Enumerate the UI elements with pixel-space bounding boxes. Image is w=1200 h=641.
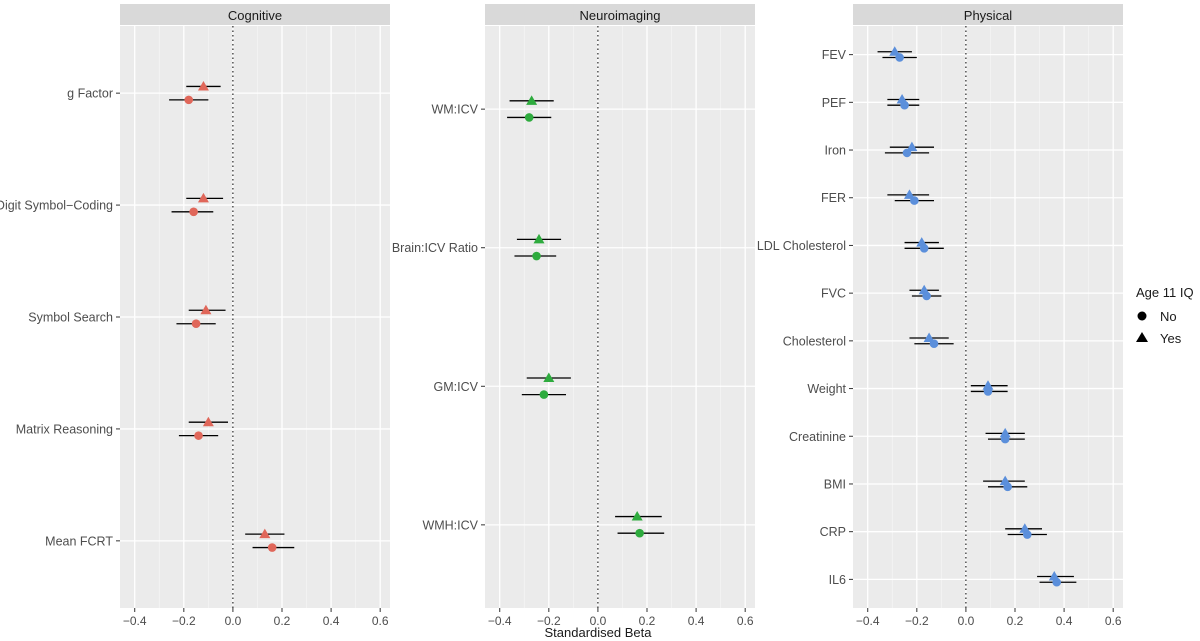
y-tick-label: FEV xyxy=(822,48,847,62)
y-tick-label: WMH:ICV xyxy=(422,518,478,532)
estimate-circle-no xyxy=(1003,482,1012,492)
estimate-circle-no xyxy=(1000,434,1010,444)
y-tick-label: IL6 xyxy=(829,573,846,587)
panel-strip xyxy=(485,4,755,25)
estimate-triangle-yes xyxy=(999,427,1011,438)
y-tick-label: Mean FCRT xyxy=(45,534,113,548)
y-tick-label: Creatinine xyxy=(789,430,846,444)
y-tick-label: WM:ICV xyxy=(431,103,478,117)
x-tick-label: 0.6 xyxy=(372,614,389,628)
x-tick-label: 0.2 xyxy=(639,614,656,628)
y-tick-label: FVC xyxy=(821,287,846,301)
y-tick-label: CRP xyxy=(820,525,846,539)
x-tick-label: 0.0 xyxy=(590,614,607,628)
y-tick-label: Iron xyxy=(824,144,846,158)
panel-strip-title: Cognitive xyxy=(228,8,282,23)
y-tick-label: GM:ICV xyxy=(434,380,479,394)
estimate-triangle-yes xyxy=(889,46,901,56)
x-tick-label: −0.2 xyxy=(905,614,929,628)
x-tick-label: −0.4 xyxy=(856,614,880,628)
estimate-triangle-yes xyxy=(200,304,212,315)
x-tick-label: 0.6 xyxy=(737,614,754,628)
estimate-circle-no xyxy=(910,196,919,205)
y-tick-label: Cholesterol xyxy=(783,334,846,348)
estimate-triangle-yes xyxy=(197,192,209,203)
estimate-circle-no xyxy=(983,387,993,396)
estimate-triangle-yes xyxy=(543,372,555,382)
panel-strip-title: Neuroimaging xyxy=(580,8,661,23)
estimate-circle-no xyxy=(532,251,541,261)
y-tick-label: g Factor xyxy=(67,87,113,101)
y-tick-label: Symbol Search xyxy=(28,311,113,325)
estimate-triangle-yes xyxy=(533,233,545,244)
y-tick-label: Weight xyxy=(807,382,846,396)
x-tick-label: 0.6 xyxy=(1105,614,1122,628)
panel-cognitive: Cognitive −0.4 −0.2 0.0 0.2 0.4 0.6 g Factor Dig… xyxy=(0,4,390,628)
panel-strip xyxy=(120,4,390,25)
y-tick-label: BMI xyxy=(824,477,846,491)
x-tick-label: 0.4 xyxy=(688,614,705,628)
estimate-circle-no xyxy=(184,95,194,105)
x-tick-label: 0.4 xyxy=(323,614,340,628)
estimate-circle-no xyxy=(194,431,203,440)
legend-label-no: No xyxy=(1160,309,1177,324)
panel-strip-title: Physical xyxy=(964,8,1013,23)
estimate-circle-no xyxy=(267,543,277,552)
legend-label-yes: Yes xyxy=(1160,331,1182,346)
x-tick-label: −0.2 xyxy=(537,614,561,628)
estimate-circle-no xyxy=(929,339,939,349)
legend-key-circle xyxy=(1137,311,1147,321)
panel-background xyxy=(853,26,1123,608)
estimate-circle-no xyxy=(902,148,912,158)
y-tick-label: Matrix Reasoning xyxy=(16,422,113,436)
x-tick-label: −0.2 xyxy=(172,614,196,628)
estimate-circle-no xyxy=(895,53,904,62)
legend-key-triangle xyxy=(1136,332,1148,342)
estimate-circle-no xyxy=(900,100,909,110)
estimate-circle-no xyxy=(191,319,201,329)
estimate-circle-no xyxy=(539,390,549,399)
x-tick-label: 0.2 xyxy=(274,614,291,628)
estimate-circle-no xyxy=(919,244,929,253)
estimate-triangle-yes xyxy=(259,528,271,539)
y-tick-label: LDL Cholesterol xyxy=(757,239,846,253)
estimate-triangle-yes xyxy=(923,332,935,342)
estimate-circle-no xyxy=(1052,577,1062,587)
estimate-triangle-yes xyxy=(202,416,214,427)
y-tick-label: FER xyxy=(821,191,846,205)
x-tick-label: 0.2 xyxy=(1007,614,1024,628)
estimate-triangle-yes xyxy=(526,95,538,105)
estimate-circle-no xyxy=(922,291,931,301)
panel-background xyxy=(485,26,755,608)
legend: Age 11 IQ No Yes xyxy=(1136,285,1194,346)
estimate-triangle-yes xyxy=(903,189,915,199)
x-axis-title: Standardised Beta xyxy=(545,625,653,640)
y-tick-label: Brain:ICV Ratio xyxy=(392,241,478,255)
estimate-circle-no xyxy=(635,528,644,538)
x-tick-label: −0.4 xyxy=(123,614,147,628)
x-tick-label: 0.4 xyxy=(1056,614,1073,628)
estimate-circle-no xyxy=(1022,530,1032,539)
x-tick-label: −0.4 xyxy=(488,614,512,628)
panel-physical: Physical −0.4 −0.2 0.0 0.2 0.4 0.6 FEV PEF Iron FE… xyxy=(757,4,1123,628)
x-tick-label: 0.0 xyxy=(225,614,242,628)
estimate-triangle-yes xyxy=(631,511,643,521)
estimate-triangle-yes xyxy=(906,141,918,152)
panel-strip xyxy=(853,4,1123,25)
estimate-circle-no xyxy=(524,113,534,122)
x-tick-label: 0.0 xyxy=(958,614,975,628)
estimate-triangle-yes xyxy=(197,80,209,91)
estimate-circle-no xyxy=(189,207,198,217)
y-tick-label: PEF xyxy=(822,96,847,110)
estimate-triangle-yes xyxy=(982,380,994,390)
y-tick-label: Digit Symbol−Coding xyxy=(0,199,113,213)
legend-title: Age 11 IQ xyxy=(1136,285,1194,300)
panel-neuroimaging: Neuroimaging −0.4 −0.2 0.0 0.2 0.4 0.6 WM:ICV Br… xyxy=(392,4,755,628)
